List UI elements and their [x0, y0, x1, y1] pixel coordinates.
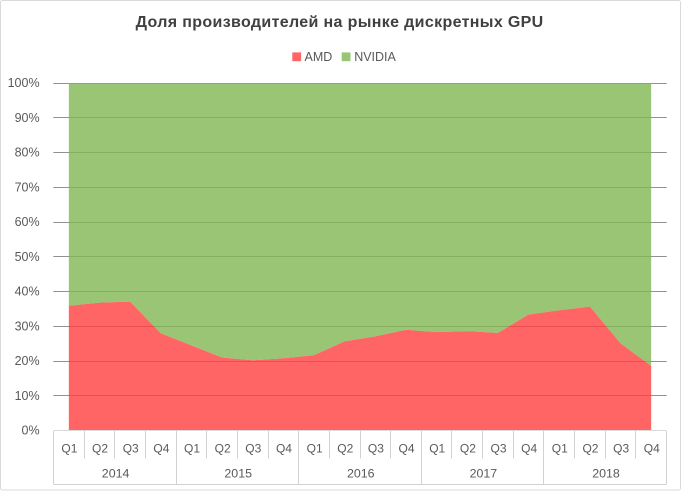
svg-text:Q4: Q4: [276, 442, 292, 456]
svg-text:Q3: Q3: [368, 442, 384, 456]
svg-text:20%: 20%: [15, 354, 40, 368]
svg-text:90%: 90%: [15, 111, 40, 125]
svg-text:Q3: Q3: [123, 442, 139, 456]
svg-text:10%: 10%: [15, 389, 40, 403]
svg-text:Q4: Q4: [153, 442, 169, 456]
svg-text:NVIDIA: NVIDIA: [354, 50, 396, 64]
svg-text:80%: 80%: [15, 146, 40, 160]
svg-text:Q2: Q2: [582, 442, 598, 456]
svg-text:2016: 2016: [347, 467, 375, 481]
svg-text:Q2: Q2: [92, 442, 108, 456]
svg-text:70%: 70%: [15, 180, 40, 194]
svg-text:Q2: Q2: [460, 442, 476, 456]
svg-text:Q4: Q4: [644, 442, 660, 456]
svg-text:Q1: Q1: [552, 442, 568, 456]
svg-text:2017: 2017: [470, 467, 498, 481]
svg-text:2018: 2018: [592, 467, 620, 481]
svg-text:Q3: Q3: [613, 442, 629, 456]
svg-text:Q1: Q1: [184, 442, 200, 456]
svg-text:2015: 2015: [224, 467, 252, 481]
svg-text:AMD: AMD: [305, 50, 333, 64]
svg-text:Q4: Q4: [521, 442, 537, 456]
svg-text:Q3: Q3: [245, 442, 261, 456]
svg-text:Доля производителей на рынке д: Доля производителей на рынке дискретных …: [136, 14, 544, 31]
svg-text:2014: 2014: [102, 467, 130, 481]
svg-text:30%: 30%: [15, 319, 40, 333]
svg-text:60%: 60%: [15, 215, 40, 229]
svg-text:Q1: Q1: [307, 442, 323, 456]
svg-text:0%: 0%: [22, 424, 40, 438]
svg-text:Q3: Q3: [491, 442, 507, 456]
svg-text:50%: 50%: [15, 250, 40, 264]
svg-text:Q4: Q4: [399, 442, 415, 456]
svg-text:Q2: Q2: [215, 442, 231, 456]
svg-text:Q1: Q1: [61, 442, 77, 456]
svg-text:40%: 40%: [15, 285, 40, 299]
svg-text:Q2: Q2: [337, 442, 353, 456]
svg-text:100%: 100%: [8, 76, 40, 90]
svg-text:Q1: Q1: [429, 442, 445, 456]
